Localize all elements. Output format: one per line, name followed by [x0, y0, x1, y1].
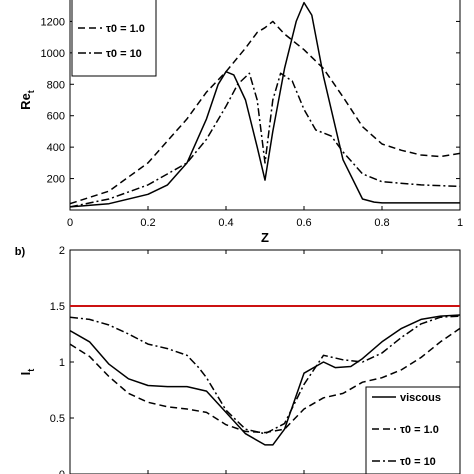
x-tick-label: 0.6: [296, 217, 311, 229]
chart-panel-1: 00.20.40.60.8120040060080010001200ZRetvi…: [18, 0, 463, 245]
x-tick-label: 0.4: [218, 217, 233, 229]
y-axis-label-subscript: t: [26, 90, 36, 93]
series-line: [70, 327, 460, 434]
y-axis-label: It: [18, 369, 36, 376]
x-tick-label: 1: [457, 217, 463, 229]
y-axis-label: Ret: [18, 90, 36, 110]
x-tick-label: 0.2: [140, 217, 155, 229]
legend-label: τ0 = 10: [106, 48, 142, 60]
y-tick-label: 1000: [41, 48, 65, 60]
y-tick-label: 1200: [41, 16, 65, 28]
legend-label: τ0 = 1.0: [400, 424, 439, 436]
series-line: [70, 1, 460, 208]
y-tick-label: 400: [47, 142, 65, 154]
legend-label: viscous: [400, 392, 441, 404]
y-tick-label: 1.5: [50, 301, 65, 313]
y-tick-label: 600: [47, 111, 65, 123]
y-tick-label: 0: [59, 469, 65, 474]
legend-box: [365, 386, 461, 474]
legend-label: τ0 = 10: [400, 456, 436, 468]
y-tick-label: 200: [47, 174, 65, 186]
y-axis-label-subscript: t: [26, 369, 36, 372]
x-tick-label: 0.8: [374, 217, 389, 229]
plot-frame: [69, 0, 461, 211]
y-tick-label: 800: [47, 79, 65, 91]
y-tick-label: 0.5: [50, 413, 65, 425]
legend-box: [71, 0, 157, 77]
panel-label: b): [15, 246, 26, 258]
series-line: [70, 72, 460, 208]
x-tick-label: 0: [67, 217, 73, 229]
series-line: [70, 314, 460, 446]
y-tick-label: 2: [59, 245, 65, 257]
legend-label: τ0 = 1.0: [106, 23, 145, 35]
series-line: [70, 315, 460, 435]
series-line: [70, 20, 460, 205]
x-axis-label: Z: [261, 230, 269, 245]
y-tick-label: 1: [59, 357, 65, 369]
legend-label: viscous: [106, 0, 147, 1]
